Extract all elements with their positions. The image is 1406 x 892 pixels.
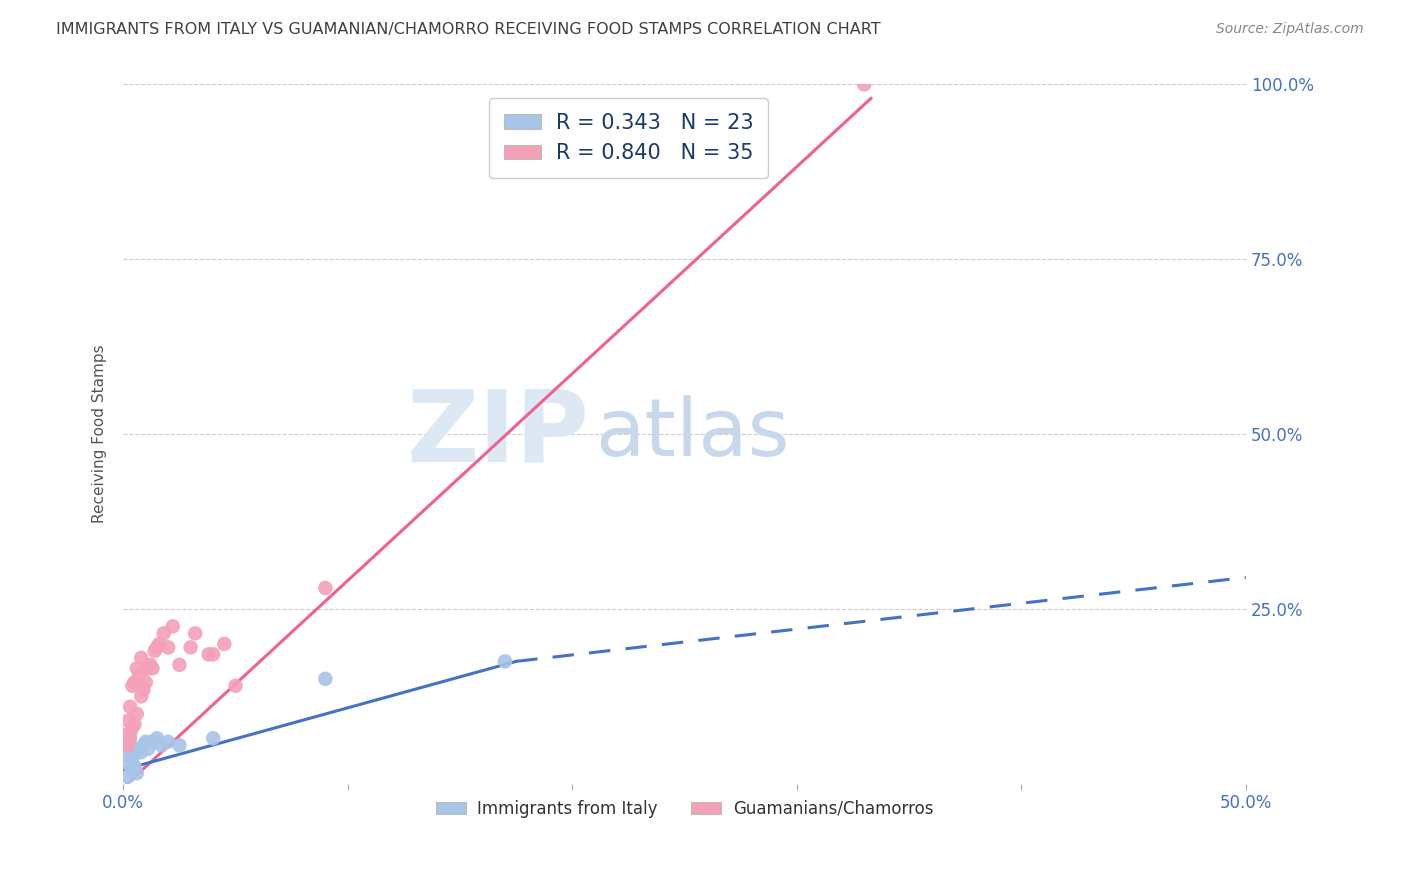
Point [197,648,219,662]
Point [314,581,336,595]
Point [125,706,148,721]
Point [129,651,152,665]
Point [132,682,155,697]
Point [141,661,163,675]
Point [125,766,148,780]
Point [129,745,152,759]
Point [214,637,236,651]
Point [124,717,146,731]
Point [157,735,180,749]
Text: atlas: atlas [595,395,789,473]
Point [202,731,225,746]
Point [128,741,150,756]
Point [139,657,162,672]
Point [152,626,174,640]
Point [118,728,141,742]
Point [132,739,155,753]
Point [157,640,180,655]
Point [117,748,139,763]
Text: Source: ZipAtlas.com: Source: ZipAtlas.com [1216,22,1364,37]
Point [146,731,169,746]
Point [135,675,157,690]
Text: ZIP: ZIP [406,385,589,483]
Point [135,735,157,749]
Point [148,637,170,651]
Point [143,644,166,658]
Point [141,735,163,749]
Point [225,679,247,693]
Point [169,657,191,672]
Point [494,654,516,668]
Point [146,640,169,655]
Point [121,679,143,693]
Point [121,750,143,764]
Point [136,741,159,756]
Point [129,690,152,704]
Text: IMMIGRANTS FROM ITALY VS GUAMANIAN/CHAMORRO RECEIVING FOOD STAMPS CORRELATION CH: IMMIGRANTS FROM ITALY VS GUAMANIAN/CHAMO… [56,22,882,37]
Point [124,745,146,759]
Point [124,675,146,690]
Point [128,668,150,682]
Legend: Immigrants from Italy, Guamanians/Chamorros: Immigrants from Italy, Guamanians/Chamor… [429,793,941,824]
Point [124,759,146,773]
Point [118,731,141,746]
Y-axis label: Receiving Food Stamps: Receiving Food Stamps [93,345,107,524]
Point [169,739,191,753]
Point [136,661,159,675]
Point [180,640,202,655]
Point [117,714,139,728]
Point [118,739,141,753]
Point [202,648,225,662]
Point [114,739,136,753]
Point [162,619,184,633]
Point [121,721,143,735]
Point [117,739,139,753]
Point [150,739,173,753]
Point [314,672,336,686]
Point [114,728,136,742]
Point [184,626,207,640]
Point [118,699,141,714]
Point [117,770,139,784]
Point [853,78,876,92]
Point [125,661,148,675]
Point [121,763,143,777]
Point [114,756,136,770]
